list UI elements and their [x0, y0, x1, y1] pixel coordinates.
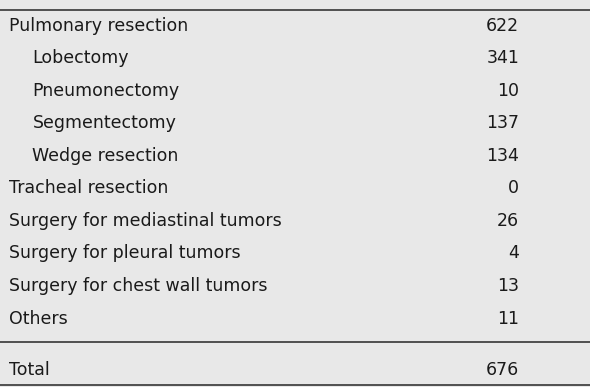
Text: 676: 676	[486, 361, 519, 378]
Text: Wedge resection: Wedge resection	[32, 147, 179, 165]
Text: Tracheal resection: Tracheal resection	[9, 180, 168, 197]
Text: 10: 10	[497, 82, 519, 100]
Text: 0: 0	[508, 180, 519, 197]
Text: Others: Others	[9, 310, 68, 327]
Text: Lobectomy: Lobectomy	[32, 50, 129, 67]
Text: 26: 26	[497, 212, 519, 230]
Text: Surgery for mediastinal tumors: Surgery for mediastinal tumors	[9, 212, 281, 230]
Text: 4: 4	[509, 245, 519, 262]
Text: Pulmonary resection: Pulmonary resection	[9, 17, 188, 35]
Text: 137: 137	[486, 115, 519, 132]
Text: Surgery for pleural tumors: Surgery for pleural tumors	[9, 245, 241, 262]
Text: 341: 341	[486, 50, 519, 67]
Text: Segmentectomy: Segmentectomy	[32, 115, 176, 132]
Text: 13: 13	[497, 277, 519, 295]
Text: Pneumonectomy: Pneumonectomy	[32, 82, 179, 100]
Text: Surgery for chest wall tumors: Surgery for chest wall tumors	[9, 277, 267, 295]
Text: 622: 622	[486, 17, 519, 35]
Text: 11: 11	[497, 310, 519, 327]
Text: 134: 134	[486, 147, 519, 165]
Text: Total: Total	[9, 361, 50, 378]
